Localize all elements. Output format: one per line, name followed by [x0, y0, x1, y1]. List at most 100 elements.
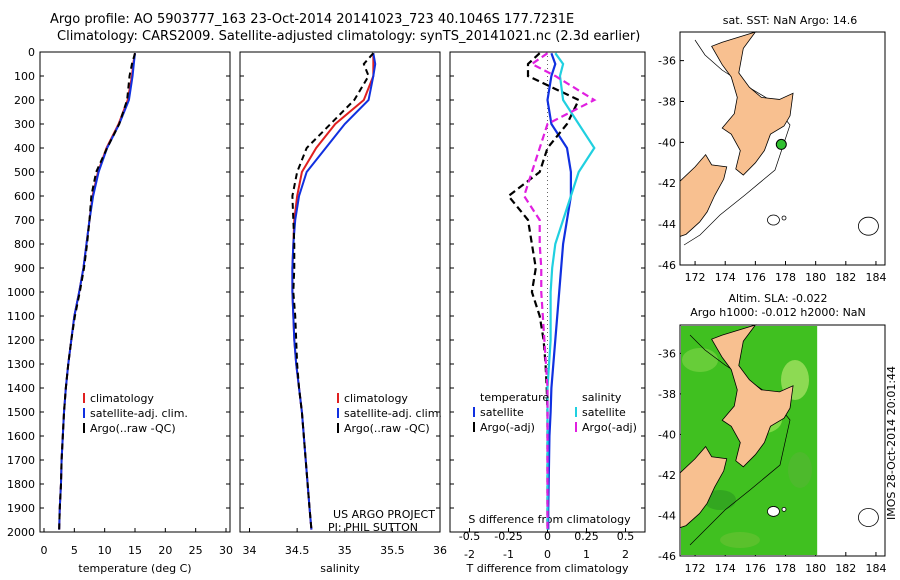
temp-series-line [58, 53, 136, 530]
ssh-map-lat-label: -42 [658, 469, 676, 482]
temp-xtick-label: 20 [158, 544, 172, 557]
offshore-island [858, 508, 879, 527]
depth-tick-label: 1000 [7, 286, 35, 299]
sst-map-lon-label: 174 [715, 271, 736, 284]
ssh-anomaly-patch [682, 348, 718, 372]
sal-xtick-label: 35.5 [380, 544, 405, 557]
ssh-map-lon-label: 176 [745, 562, 766, 575]
title-line-2: Climatology: CARS2009. Satellite-adjuste… [57, 29, 641, 44]
diff-s-legend-label: satellite [582, 406, 626, 419]
diff-t-legend-label: satellite [480, 406, 524, 419]
depth-tick-label: 1600 [7, 430, 35, 443]
credit-pi: PI: PHIL SUTTON [328, 521, 418, 534]
diff-xtick-label: 1 [583, 548, 590, 561]
sal-xtick-label: 36 [433, 544, 447, 557]
diff-legend-title-s: salinity [582, 391, 622, 404]
depth-tick-label: 0 [28, 46, 35, 59]
offshore-island [781, 215, 787, 221]
depth-tick-label: 1200 [7, 334, 35, 347]
sst-map-lat-label: -40 [658, 136, 676, 149]
sst-map-lat-label: -38 [658, 95, 676, 108]
sal-legend-label: climatology [344, 392, 408, 405]
ssh-map-lon-label: 174 [715, 562, 736, 575]
ssh-anomaly-patch [788, 452, 812, 488]
depth-tick-label: 1100 [7, 310, 35, 323]
ssh-map-title-2: Argo h1000: -0.012 h2000: NaN [690, 306, 866, 319]
depth-tick-label: 300 [14, 118, 35, 131]
sal-series-line [291, 52, 375, 530]
diff-legend-title-t: temperature [480, 391, 549, 404]
ssh-map-lon-label: 180 [805, 562, 826, 575]
ssh-map-lat-label: -46 [658, 550, 676, 563]
diff-series-line [506, 52, 581, 530]
diff-series-line [522, 52, 597, 530]
depth-tick-label: 900 [14, 262, 35, 275]
diff-xtick-label: -2 [464, 548, 475, 561]
sal-xtick-label: 35 [338, 544, 352, 557]
temp-legend-label: Argo(..raw -QC) [90, 422, 176, 435]
diff-s-legend-label: Argo(-adj) [582, 421, 637, 434]
south-island [679, 445, 728, 529]
north-island [711, 324, 794, 468]
sal-series-line [291, 53, 375, 530]
sal-xlabel: salinity [320, 562, 360, 575]
diff-stick-label: 0.5 [617, 530, 635, 543]
ssh-map-lat-label: -40 [658, 428, 676, 441]
ssh-map-lon-label: 178 [775, 562, 796, 575]
sst-map-lat-label: -36 [658, 55, 676, 68]
temp-xtick-label: 5 [71, 544, 78, 557]
temp-xlabel: temperature (deg C) [78, 562, 191, 575]
ssh-map-lon-label: 172 [685, 562, 706, 575]
temp-xtick-label: 30 [219, 544, 233, 557]
sst-map-title: sat. SST: NaN Argo: 14.6 [723, 14, 857, 27]
depth-tick-label: 1400 [7, 382, 35, 395]
temp-panel-frame [39, 51, 231, 533]
diff-xlabel-top: S difference from climatology [468, 513, 631, 526]
diff-series-line [546, 52, 573, 530]
sst-map-lat-label: -46 [658, 259, 676, 272]
ssh-anomaly-patch [704, 490, 736, 510]
credit-project: US ARGO PROJECT [333, 508, 435, 521]
diff-xlabel: T difference from climatology [466, 562, 629, 575]
argo-float-marker [775, 138, 787, 150]
sst-map-lon-label: 184 [865, 271, 886, 284]
depth-tick-label: 600 [14, 190, 35, 203]
temp-xtick-label: 0 [41, 544, 48, 557]
depth-tick-label: 400 [14, 142, 35, 155]
depth-tick-label: 100 [14, 70, 35, 83]
diff-series-line [546, 52, 596, 530]
ssh-map-lat-label: -44 [658, 509, 676, 522]
sal-xtick-label: 34.5 [285, 544, 310, 557]
depth-tick-label: 1700 [7, 454, 35, 467]
sst-map-frame [679, 31, 886, 266]
sst-map-lon-label: 176 [745, 271, 766, 284]
diff-stick-label: -0.25 [494, 530, 522, 543]
depth-tick-label: 500 [14, 166, 35, 179]
diff-xtick-label: -1 [503, 548, 514, 561]
offshore-island [781, 506, 787, 512]
sal-xtick-label: 34 [243, 544, 257, 557]
sst-map-lon-label: 172 [685, 271, 706, 284]
depth-tick-label: 1900 [7, 502, 35, 515]
offshore-island [767, 506, 780, 517]
sst-isobath [683, 39, 791, 246]
depth-tick-label: 800 [14, 238, 35, 251]
sst-map-lat-label: -44 [658, 218, 676, 231]
ssh-map-frame [679, 324, 886, 557]
ssh-anomaly-patch [720, 532, 760, 548]
ssh-map-lon-label: 182 [835, 562, 856, 575]
ssh-map-lon-label: 184 [865, 562, 886, 575]
sal-panel-frame [239, 51, 441, 533]
sal-legend-label: satellite-adj. clim. [344, 407, 442, 420]
sst-map-lon-label: 178 [775, 271, 796, 284]
depth-tick-label: 200 [14, 94, 35, 107]
diff-xtick-label: 2 [622, 548, 629, 561]
temp-xtick-label: 25 [189, 544, 203, 557]
south-island [679, 153, 728, 237]
offshore-island [767, 214, 780, 226]
sst-map-lat-label: -42 [658, 177, 676, 190]
temp-legend-label: satellite-adj. clim. [90, 407, 188, 420]
depth-tick-label: 700 [14, 214, 35, 227]
depth-tick-label: 2000 [7, 526, 35, 539]
